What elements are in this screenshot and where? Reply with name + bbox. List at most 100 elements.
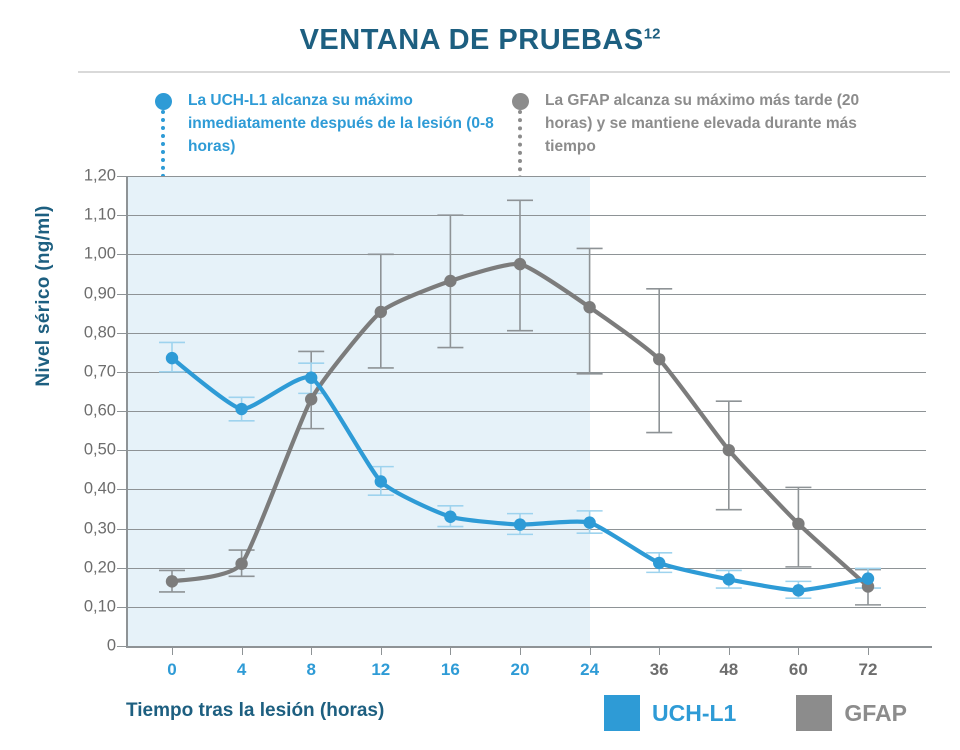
page-title: VENTANA DE PRUEBAS12 [0,24,960,57]
legend-item-uchl1[interactable]: UCH-L1 [604,695,736,731]
y-tick-label: 1,20 [83,166,116,185]
x-tick-label: 48 [719,660,739,679]
data-point [235,557,248,570]
y-tick-mark [117,215,126,217]
y-tick-label: 0,10 [83,597,116,616]
y-gridline [126,371,926,373]
page-title-superscript: 12 [643,25,661,43]
y-tick-label: 1,10 [83,205,116,224]
x-tick-mark [589,646,591,655]
y-tick-label: 0,40 [83,479,116,498]
y-gridline [126,254,926,256]
data-point [513,518,527,531]
data-point [165,575,179,588]
x-tick-mark [868,646,869,655]
y-tick-label: 0,30 [83,519,116,537]
annotation-uchl1-bullet-icon [155,93,172,110]
legend-swatch-gfap [796,695,833,731]
y-axis-title: Nivel sérico (ng/ml) [33,205,54,387]
plot-area: 1,20 1,10 1,00 0,90 0,80 0,70 0,60 0,50 0,40 0,30… [84,167,932,679]
series-layer [159,199,881,606]
annotation-gfap-text: La GFAP alcanza su máximo más tarde (20 … [545,92,860,155]
points-gfap [165,257,875,593]
data-point [583,301,596,314]
y-tick-label: 1,00 [83,244,116,263]
data-point [722,443,735,457]
y-tick-label: 0,20 [83,558,116,577]
y-tick-label: 0,50 [83,440,116,459]
x-tick-label: 16 [440,660,460,679]
x-tick-mark [380,646,382,655]
x-tick-label: 12 [371,660,391,679]
data-point [165,351,179,365]
y-gridline [126,293,926,295]
y-tick-mark [117,371,126,373]
x-tick-label: 36 [649,660,669,679]
legend-label-uchl1: UCH-L1 [652,699,737,726]
data-point [653,353,666,366]
y-gridline [126,489,926,491]
y-tick-mark [117,606,126,608]
y-tick-mark [117,293,126,295]
legend: UCH-L1 GFAP [604,695,907,731]
x-tick-label: 60 [788,660,808,679]
y-gridline [126,215,926,217]
x-tick-label: 20 [510,660,530,679]
points-uch-l1 [165,351,875,597]
data-point [513,257,527,271]
x-axis-title: Tiempo tras la lesión (horas) [126,700,385,721]
x-tick-mark [728,646,730,655]
y-gridline [126,332,926,334]
y-tick-mark [117,567,126,569]
x-tick-label: 4 [236,660,247,679]
annotation-gfap-leader-line [518,110,526,204]
x-tick-mark [659,646,661,655]
data-point [722,573,735,586]
line-uch-l1 [169,356,871,593]
data-point [235,402,248,416]
y-tick-label: 0,60 [83,401,116,420]
y-tick-mark [117,528,126,530]
data-point [374,475,387,488]
x-tick-label: 8 [306,660,316,679]
y-tick-label: 0 [106,636,116,655]
x-tick-mark [520,646,521,655]
legend-item-gfap[interactable]: GFAP [796,695,907,731]
y-gridline [126,176,926,177]
data-point [374,305,387,319]
data-point [444,274,457,288]
y-gridline [126,411,926,412]
data-point [305,371,318,384]
y-tick-mark [117,489,126,491]
y-tick-label: 0,70 [83,362,116,381]
y-tick-mark [117,646,126,647]
x-tick-mark [798,646,800,655]
x-tick-label: 24 [580,660,600,679]
y-gridline [126,567,926,569]
x-tick-mark [172,646,173,655]
y-axis-line [126,176,128,646]
data-point [861,572,875,585]
y-tick-label: 0,90 [83,284,116,302]
legend-swatch-uchl1 [604,695,640,731]
x-tick-label: 72 [858,660,878,679]
page-title-text: VENTANA DE PRUEBAS [299,24,644,56]
data-point [653,556,666,570]
y-tick-mark [117,332,126,334]
legend-label-gfap: GFAP [844,699,907,726]
data-point [444,510,457,523]
annotation-gfap-bullet-icon [512,93,529,110]
x-tick-mark [241,646,243,655]
y-tick-mark [117,254,126,256]
y-tick-mark [117,176,126,177]
title-divider [78,71,950,73]
x-tick-mark [450,646,452,655]
error-bars-uch-l1 [159,341,881,600]
y-tick-mark [117,411,126,412]
x-tick-mark [311,646,313,655]
y-gridline [126,450,926,452]
annotation-uchl1-text: La UCH-L1 alcanza su máximo inmediatamen… [188,92,494,155]
data-point [583,516,596,529]
data-point [792,517,805,530]
